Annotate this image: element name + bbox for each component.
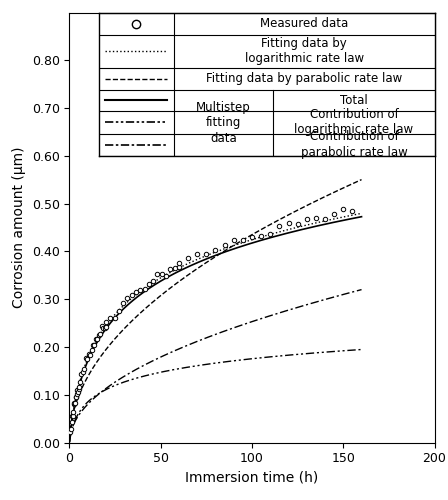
Text: Contribution of
logarithmic rate law: Contribution of logarithmic rate law	[294, 108, 414, 136]
Text: Fitting data by
logarithmic rate law: Fitting data by logarithmic rate law	[245, 37, 364, 66]
Text: Total: Total	[340, 94, 368, 107]
Y-axis label: Corrosion amount (μm): Corrosion amount (μm)	[12, 147, 26, 308]
X-axis label: Immersion time (h): Immersion time (h)	[185, 471, 319, 485]
Text: Multistep
fitting
data: Multistep fitting data	[196, 101, 251, 145]
Text: Contribution of
parabolic rate law: Contribution of parabolic rate law	[301, 130, 407, 159]
Text: Measured data: Measured data	[260, 17, 349, 30]
Text: Fitting data by parabolic rate law: Fitting data by parabolic rate law	[206, 72, 402, 86]
